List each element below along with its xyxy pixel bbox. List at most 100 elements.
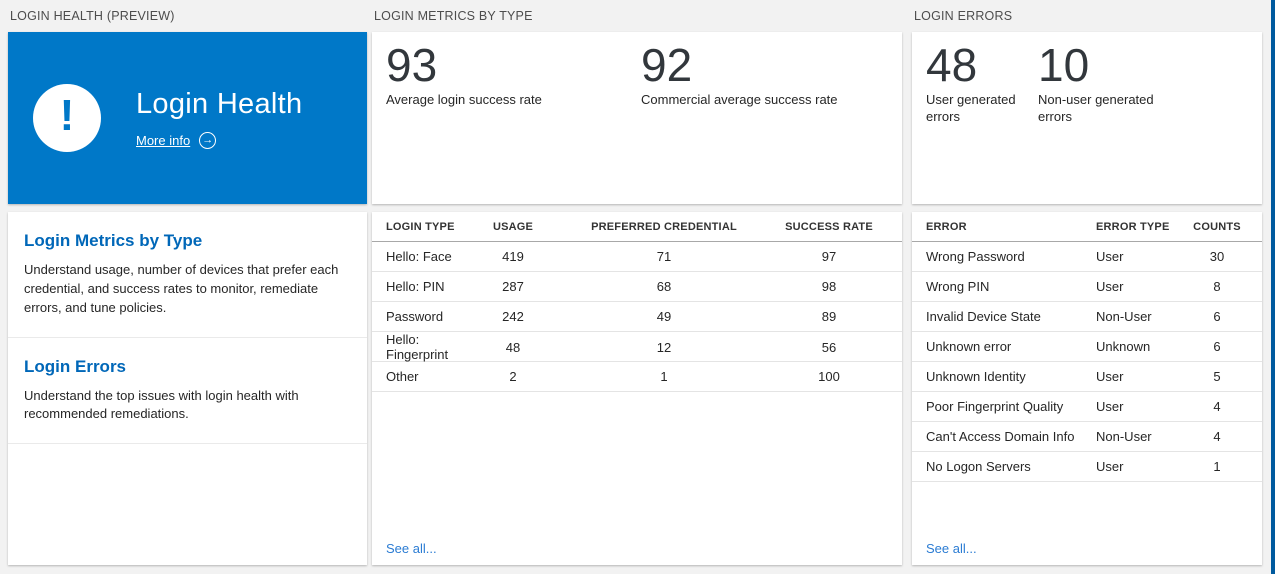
stat-value: 10 <box>1038 39 1090 91</box>
cell-usage: 287 <box>502 279 524 294</box>
cell-usage: 48 <box>505 339 521 355</box>
login-errors-table-card: ERROR ERROR TYPE COUNTS Wrong Password U… <box>912 212 1262 565</box>
stat-value: 92 <box>641 39 693 91</box>
cell-preferred-credential: 1 <box>660 369 668 384</box>
cell-preferred-credential: 68 <box>656 279 672 294</box>
login-metrics-table: LOGIN TYPE USAGE PREFERRED CREDENTIAL SU… <box>372 212 902 392</box>
cell-counts: 30 <box>1209 249 1225 264</box>
cell-login-type: Hello: PIN <box>386 279 445 294</box>
cell-login-type: Hello: Fingerprint <box>386 332 449 362</box>
cell-error-type: User <box>1096 249 1124 264</box>
table-row: Wrong Password User 30 <box>912 242 1262 272</box>
login-health-tile[interactable]: ! Login Health More info → <box>8 32 367 204</box>
cell-error: Wrong PIN <box>926 279 990 294</box>
cell-counts: 4 <box>1213 429 1221 444</box>
cell-usage: 2 <box>509 369 517 384</box>
column-header-error: ERROR <box>926 220 967 233</box>
table-header-row: ERROR ERROR TYPE COUNTS <box>912 212 1262 242</box>
cell-error: Unknown error <box>926 339 1012 354</box>
login-errors-table: ERROR ERROR TYPE COUNTS Wrong Password U… <box>912 212 1262 482</box>
cell-error-type: Non-User <box>1096 309 1152 324</box>
cell-login-type: Hello: Face <box>386 249 452 264</box>
column-header-error-type: ERROR TYPE <box>1096 220 1170 233</box>
stat-label: Commercial average success rate <box>641 91 838 107</box>
column-header-success-rate: SUCCESS RATE <box>785 220 873 233</box>
cell-error: No Logon Servers <box>926 459 1031 474</box>
cell-counts: 6 <box>1213 339 1221 354</box>
login-errors-stats: 48 User generated errors 10 Non-user gen… <box>912 32 1262 125</box>
page-right-accent-border <box>1271 0 1275 574</box>
cell-error-type: Non-User <box>1096 429 1152 444</box>
column-header-login-type: LOGIN TYPE <box>386 220 455 233</box>
stat-value: 93 <box>386 39 438 91</box>
login-metrics-stats: 93 Average login success rate 92 Commerc… <box>372 32 902 109</box>
stat-user-errors: 48 User generated errors <box>926 39 1038 125</box>
info-desc-login-metrics: Understand usage, number of devices that… <box>24 262 339 315</box>
cell-error: Wrong Password <box>926 249 1025 264</box>
stat-label: User generated errors <box>926 91 1016 124</box>
cell-counts: 1 <box>1213 459 1221 474</box>
login-metrics-stats-card: 93 Average login success rate 92 Commerc… <box>372 32 902 204</box>
info-title-login-errors[interactable]: Login Errors <box>24 356 127 376</box>
login-errors-stats-card: 48 User generated errors 10 Non-user gen… <box>912 32 1262 204</box>
table-row: Password 242 49 89 <box>372 302 902 332</box>
cell-error-type: User <box>1096 279 1124 294</box>
cell-counts: 4 <box>1213 399 1221 414</box>
info-section-login-metrics: Login Metrics by Type Understand usage, … <box>8 212 367 338</box>
table-row: Other 2 1 100 <box>372 362 902 392</box>
table-row: No Logon Servers User 1 <box>912 452 1262 482</box>
info-title-login-metrics[interactable]: Login Metrics by Type <box>24 231 203 250</box>
cell-success-rate: 97 <box>821 249 837 264</box>
table-row: Poor Fingerprint Quality User 4 <box>912 392 1262 422</box>
section-header-login-errors: LOGIN ERRORS <box>914 9 1013 23</box>
column-header-usage: USAGE <box>492 220 534 233</box>
stat-commercial-average: 92 Commercial average success rate <box>641 39 838 109</box>
column-login-health: LOGIN HEALTH (PREVIEW) ! Login Health Mo… <box>8 0 367 574</box>
more-info-label[interactable]: More info <box>136 132 191 148</box>
stat-average-success: 93 Average login success rate <box>386 39 641 109</box>
cell-error-type: Unknown <box>1096 339 1151 354</box>
table-row: Invalid Device State Non-User 6 <box>912 302 1262 332</box>
section-header-login-metrics: LOGIN METRICS BY TYPE <box>374 9 533 23</box>
tile-title: Login Health <box>136 87 303 120</box>
more-info-link[interactable]: More info → <box>136 131 302 149</box>
cell-success-rate: 98 <box>821 279 837 294</box>
column-login-errors: LOGIN ERRORS 48 User generated errors 10… <box>912 0 1262 574</box>
cell-preferred-credential: 71 <box>656 249 672 264</box>
cell-error: Poor Fingerprint Quality <box>926 399 1064 414</box>
cell-success-rate: 56 <box>821 339 837 355</box>
arrow-right-circle-icon: → <box>199 131 217 149</box>
stat-label: Non-user generated errors <box>1038 91 1154 124</box>
cell-login-type: Other <box>386 369 419 384</box>
cell-preferred-credential: 12 <box>656 339 672 355</box>
login-health-info-card: Login Metrics by Type Understand usage, … <box>8 212 367 565</box>
cell-success-rate: 89 <box>821 309 837 324</box>
see-all-link-login-errors[interactable]: See all... <box>926 541 977 556</box>
cell-error: Invalid Device State <box>926 309 1041 324</box>
cell-counts: 8 <box>1213 279 1221 294</box>
cell-error: Can't Access Domain Info <box>926 429 1075 444</box>
exclamation-glyph: ! <box>59 91 75 140</box>
cell-error-type: User <box>1096 399 1124 414</box>
section-header-login-health: LOGIN HEALTH (PREVIEW) <box>10 9 175 23</box>
table-row: Can't Access Domain Info Non-User 4 <box>912 422 1262 452</box>
cell-success-rate: 100 <box>818 369 840 384</box>
stat-value: 48 <box>926 39 978 91</box>
column-login-metrics: LOGIN METRICS BY TYPE 93 Average login s… <box>372 0 902 574</box>
cell-error: Unknown Identity <box>926 369 1026 384</box>
see-all-link-login-metrics[interactable]: See all... <box>386 541 437 556</box>
login-health-tile-text: Login Health More info → <box>136 88 302 149</box>
table-header-row: LOGIN TYPE USAGE PREFERRED CREDENTIAL SU… <box>372 212 902 242</box>
table-row: Hello: Face 419 71 97 <box>372 242 902 272</box>
cell-counts: 5 <box>1213 369 1221 384</box>
info-desc-login-errors: Understand the top issues with login hea… <box>24 387 299 422</box>
cell-usage: 242 <box>502 309 524 324</box>
table-row: Hello: Fingerprint 48 12 56 <box>372 332 902 362</box>
cell-usage: 419 <box>502 249 524 264</box>
cell-error-type: User <box>1096 369 1124 384</box>
table-row: Wrong PIN User 8 <box>912 272 1262 302</box>
cell-preferred-credential: 49 <box>656 309 672 324</box>
cell-error-type: User <box>1096 459 1124 474</box>
arrow-glyph: → <box>202 133 214 146</box>
